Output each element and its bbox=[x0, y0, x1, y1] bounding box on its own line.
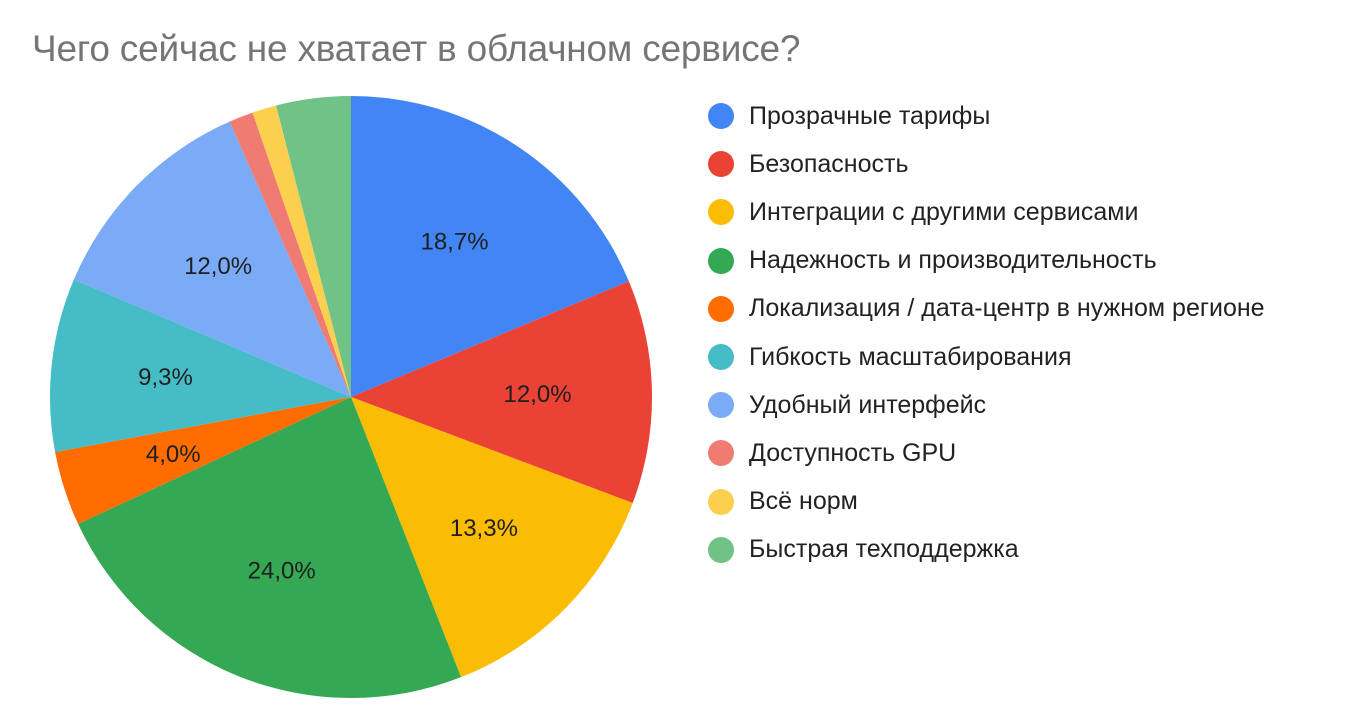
legend-color-dot-icon bbox=[708, 199, 734, 226]
slice-percentage-label: 24,0% bbox=[248, 557, 316, 584]
legend-color-dot-icon bbox=[708, 344, 734, 371]
slice-percentage-label: 12,0% bbox=[184, 253, 252, 280]
legend-color-dot-icon bbox=[708, 440, 734, 467]
legend-item: Всё норм bbox=[708, 478, 1265, 526]
pie-slice bbox=[49, 279, 351, 453]
legend-item: Интеграции с другими сервисами bbox=[708, 188, 1265, 236]
legend-color-dot-icon bbox=[708, 392, 734, 419]
legend-item: Безопасность bbox=[708, 140, 1265, 188]
legend-item: Быстрая техподдержка bbox=[708, 526, 1265, 574]
legend-label: Быстрая техподдержка bbox=[749, 535, 1019, 564]
legend-label: Локализация / дата-центр в нужном регион… bbox=[749, 294, 1265, 323]
legend-color-dot-icon bbox=[708, 103, 734, 130]
pie-slice bbox=[276, 96, 351, 397]
legend-color-dot-icon bbox=[708, 247, 734, 274]
legend-item: Гибкость масштабирования bbox=[708, 333, 1265, 381]
legend-label: Надежность и производительность bbox=[749, 246, 1157, 275]
legend-label: Всё норм bbox=[749, 487, 858, 516]
legend-color-dot-icon bbox=[708, 151, 734, 178]
chart-title: Чего сейчас не хватает в облачном сервис… bbox=[32, 28, 801, 69]
legend-item: Прозрачные тарифы bbox=[708, 92, 1265, 140]
legend-label: Удобный интерфейс bbox=[749, 390, 987, 419]
pie-slice bbox=[351, 96, 629, 397]
pie-slice bbox=[229, 112, 351, 397]
slice-percentage-label: 13,3% bbox=[450, 515, 518, 542]
legend-color-dot-icon bbox=[708, 295, 734, 322]
legend-label: Гибкость масштабирования bbox=[749, 342, 1072, 371]
pie-slice bbox=[73, 121, 351, 397]
legend-item: Доступность GPU bbox=[708, 429, 1265, 477]
legend-label: Безопасность bbox=[749, 149, 909, 178]
legend-label: Прозрачные тарифы bbox=[749, 101, 991, 130]
legend-label: Доступность GPU bbox=[749, 438, 957, 467]
pie-slice bbox=[351, 281, 652, 504]
slice-percentage-label: 18,7% bbox=[420, 229, 488, 256]
legend-color-dot-icon bbox=[708, 536, 734, 563]
legend-item: Надежность и производительность bbox=[708, 237, 1265, 285]
legend-color-dot-icon bbox=[708, 488, 734, 515]
pie-slice bbox=[351, 397, 633, 678]
pie-slice bbox=[55, 397, 351, 524]
slice-percentage-label: 9,3% bbox=[138, 364, 193, 391]
legend-item: Локализация / дата-центр в нужном регион… bbox=[708, 285, 1265, 333]
pie-slice bbox=[252, 105, 351, 397]
slice-percentage-label: 12,0% bbox=[504, 381, 572, 408]
slice-percentage-label: 4,0% bbox=[146, 441, 201, 468]
pie-slice bbox=[78, 397, 462, 698]
legend-label: Интеграции с другими сервисами bbox=[749, 197, 1139, 226]
legend-item: Удобный интерфейс bbox=[708, 381, 1265, 429]
chart-legend: Прозрачные тарифы Безопасность Интеграции … bbox=[708, 92, 1265, 574]
